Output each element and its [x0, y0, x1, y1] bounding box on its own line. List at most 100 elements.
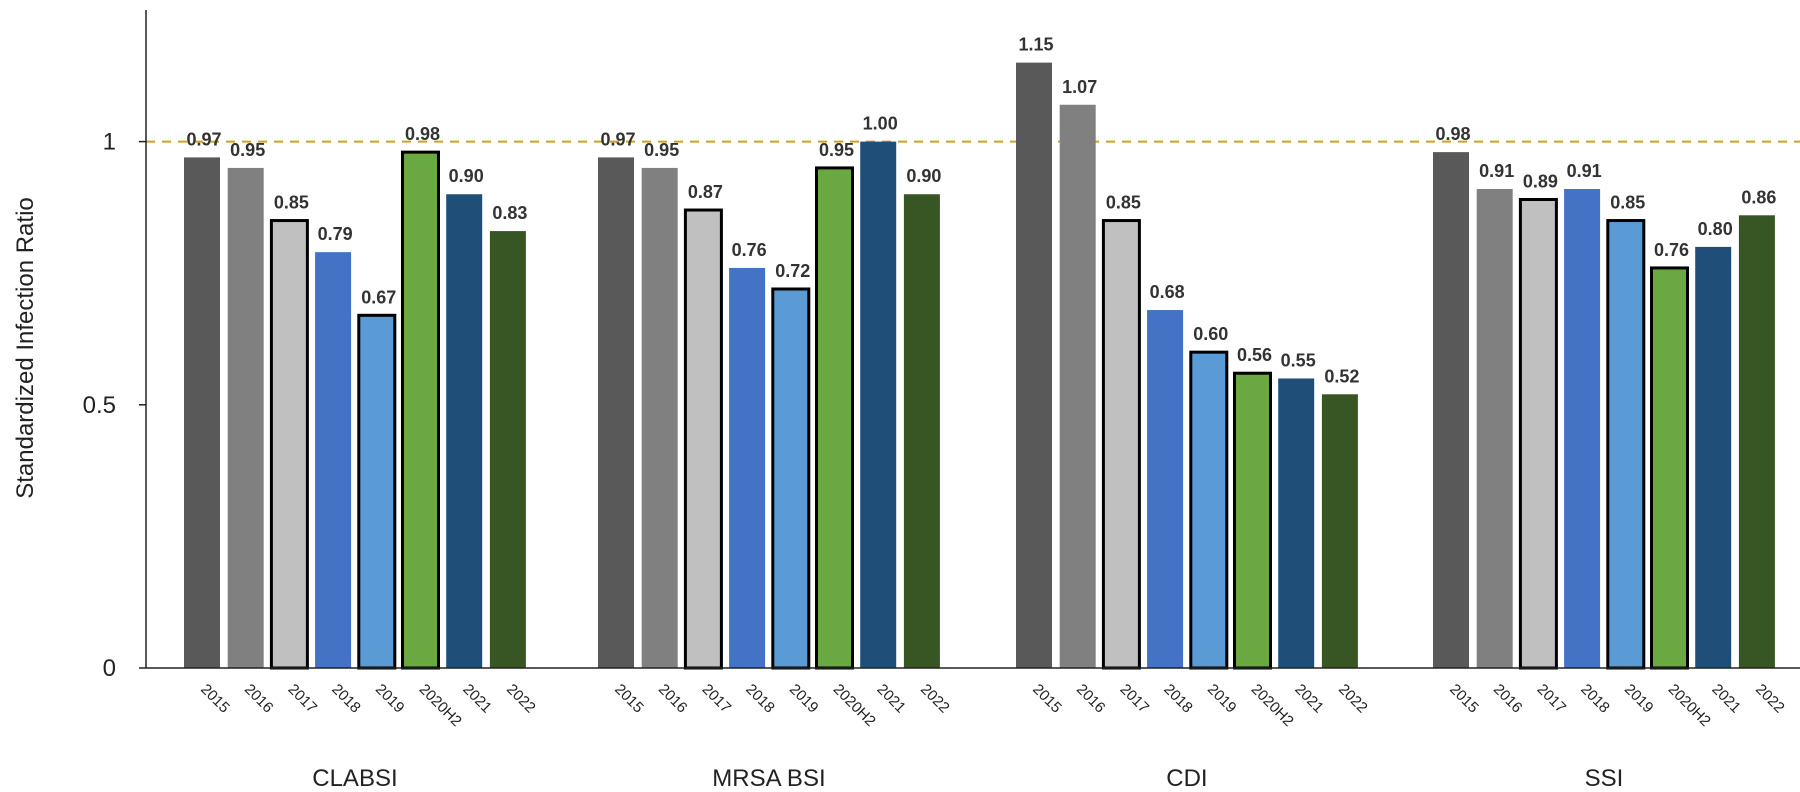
x-tick-label: 2019	[1204, 681, 1240, 717]
x-tick-label: 2015	[1029, 681, 1065, 717]
bar-cdi-2018	[1147, 310, 1184, 668]
data-label: 0.91	[1479, 161, 1514, 181]
x-tick-label: 2021	[873, 681, 909, 717]
x-tick-label: 2018	[1577, 681, 1613, 717]
data-label: 0.86	[1741, 187, 1776, 207]
x-tick-label: 2017	[1117, 681, 1153, 717]
x-tick-label: 2015	[611, 681, 647, 717]
bar-ssi-2020h2	[1650, 266, 1689, 670]
x-tick-label: 2016	[655, 681, 691, 717]
data-label: 0.85	[274, 193, 309, 213]
x-tick-label: 2017	[285, 681, 321, 717]
axes-layer: 00.51	[83, 10, 1800, 682]
data-label: 0.85	[1106, 193, 1141, 213]
data-label: 0.76	[1654, 240, 1689, 260]
data-label: 0.95	[230, 140, 265, 160]
x-tick-label: 2022	[503, 681, 539, 717]
y-axis-title: Standardized Infection Ratio	[12, 197, 39, 499]
bar-cdi-2016	[1059, 104, 1096, 668]
category-label: CDI	[1166, 765, 1207, 792]
bar-mrsa-bsi-2016	[641, 167, 678, 669]
data-label: 0.97	[600, 129, 635, 149]
x-tick-label: 2016	[241, 681, 277, 717]
bar-ssi-2022	[1738, 215, 1775, 668]
x-tick-label: 2020H2	[830, 681, 879, 730]
x-tick-label: 2021	[1708, 681, 1744, 717]
data-label: 0.52	[1324, 366, 1359, 386]
bar-mrsa-bsi-2022	[903, 194, 940, 669]
x-tick-label: 2022	[1335, 681, 1371, 717]
x-tick-label: 2019	[786, 681, 822, 717]
data-label: 0.56	[1237, 345, 1272, 365]
category-label: SSI	[1585, 765, 1624, 792]
x-tick-label: 2017	[1534, 681, 1570, 717]
data-label: 0.95	[644, 140, 679, 160]
bar-ssi-2019	[1606, 219, 1646, 670]
y-tick-label: 0	[103, 655, 116, 682]
data-label: 0.89	[1523, 172, 1558, 192]
bar-clabsi-2021	[446, 194, 483, 669]
bar-cdi-2015	[1016, 62, 1052, 668]
bar-cdi-2017	[1101, 219, 1141, 670]
bar-mrsa-bsi-2020h2	[815, 166, 854, 670]
x-tick-label: 2021	[1291, 681, 1327, 717]
x-tick-label: 2015	[197, 681, 233, 717]
bars-layer	[184, 62, 1775, 670]
x-tick-label: 2020H2	[1665, 681, 1714, 730]
bar-ssi-2016	[1476, 188, 1513, 668]
bar-clabsi-2015	[184, 157, 220, 668]
y-tick-label: 1	[103, 129, 116, 156]
x-tick-label: 2019	[372, 681, 408, 717]
x-tick-label: 2015	[1446, 681, 1482, 717]
data-label: 0.98	[405, 124, 440, 144]
data-label: 1.07	[1062, 77, 1097, 97]
bar-clabsi-2019	[357, 313, 397, 670]
bar-clabsi-2020h2	[401, 150, 440, 670]
y-tick-label: 0.5	[83, 392, 116, 419]
x-tick-label: 2021	[459, 681, 495, 717]
bar-clabsi-2016	[227, 167, 264, 669]
bar-clabsi-2017	[269, 219, 309, 670]
data-label: 0.79	[318, 224, 353, 244]
bar-mrsa-bsi-2015	[598, 157, 634, 668]
data-label: 0.98	[1435, 124, 1470, 144]
data-label: 0.55	[1281, 350, 1316, 370]
x-tick-label: 2019	[1621, 681, 1657, 717]
x-tick-label: 2022	[917, 681, 953, 717]
bar-ssi-2017	[1518, 198, 1558, 670]
bar-cdi-2020h2	[1233, 371, 1272, 670]
data-label: 1.15	[1018, 35, 1053, 55]
x-tick-label: 2022	[1752, 681, 1788, 717]
bar-cdi-2022	[1321, 394, 1358, 668]
data-label: 0.72	[775, 261, 810, 281]
data-label: 0.80	[1698, 219, 1733, 239]
bar-mrsa-bsi-2018	[729, 267, 766, 668]
x-tick-label: 2018	[328, 681, 364, 717]
category-label: MRSA BSI	[712, 765, 825, 792]
data-label: 1.00	[863, 114, 898, 134]
data-label: 0.85	[1610, 193, 1645, 213]
data-label: 0.95	[819, 140, 854, 160]
bar-mrsa-bsi-2021	[860, 141, 897, 669]
data-label: 0.90	[449, 166, 484, 186]
bar-mrsa-bsi-2019	[771, 287, 811, 670]
data-label: 0.76	[732, 240, 767, 260]
bar-mrsa-bsi-2017	[683, 208, 723, 670]
x-tick-label: 2016	[1490, 681, 1526, 717]
bar-clabsi-2022	[489, 231, 526, 668]
data-label: 0.97	[186, 129, 221, 149]
data-label: 0.68	[1150, 282, 1185, 302]
bar-cdi-2021	[1278, 378, 1315, 668]
data-label: 0.91	[1567, 161, 1602, 181]
data-label: 0.87	[688, 182, 723, 202]
x-tick-label: 2016	[1073, 681, 1109, 717]
data-label: 0.60	[1193, 324, 1228, 344]
data-label: 0.90	[906, 166, 941, 186]
x-tick-label: 2020H2	[1248, 681, 1297, 730]
bar-ssi-2018	[1564, 188, 1601, 668]
bar-clabsi-2018	[315, 252, 352, 669]
bar-ssi-2015	[1433, 152, 1469, 669]
bar-ssi-2021	[1695, 246, 1732, 668]
x-tick-label: 2018	[1160, 681, 1196, 717]
